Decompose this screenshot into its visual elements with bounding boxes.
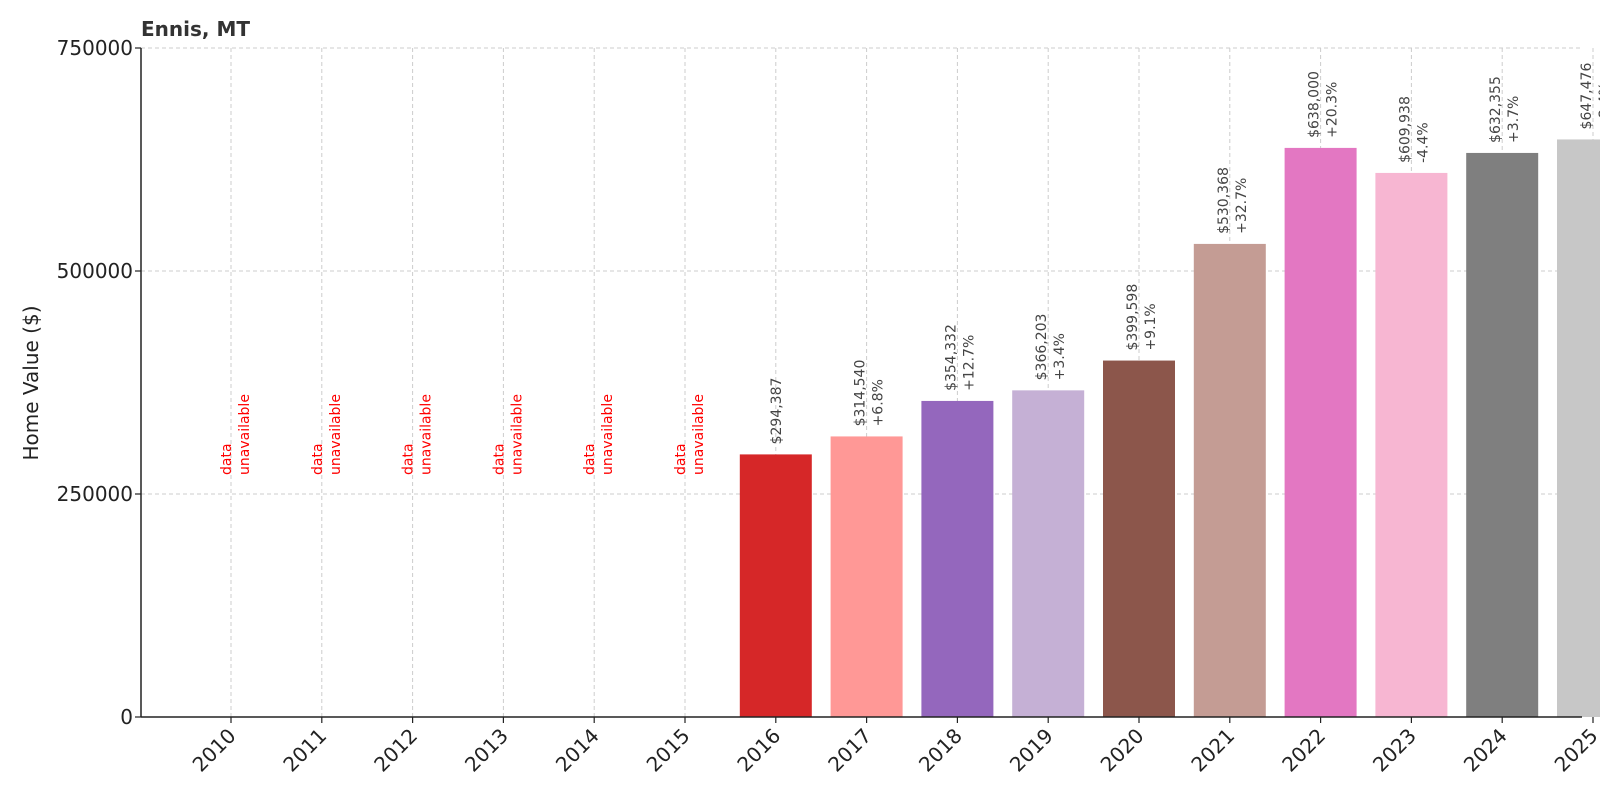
x-tick-label: 2019 [1005, 724, 1058, 777]
x-tick-label: 2012 [369, 724, 422, 777]
bar-2016 [739, 454, 812, 717]
x-tick-label: 2025 [1550, 724, 1600, 777]
y-tick-label: 750000 [57, 36, 133, 60]
x-tick-label: 2011 [278, 724, 331, 777]
bar-value-label: $647,476 +2.4% [1579, 63, 1600, 130]
chart-title: Ennis, MT [141, 17, 250, 41]
missing-data-line-2: unavailable [419, 394, 435, 475]
missing-data-line-1: data [491, 443, 507, 475]
missing-data-label: data unavailable [401, 394, 435, 475]
bar-change-text: +2.4% [1597, 82, 1600, 129]
labels-layer: data unavailable data unavailable data unavai… [219, 63, 1600, 475]
x-tick-label: 2024 [1459, 724, 1512, 777]
bar-value-label: $366,203 +3.4% [1034, 314, 1068, 381]
missing-data-line-1: data [310, 443, 326, 475]
bar-2023 [1375, 172, 1448, 717]
x-tick-label: 2010 [188, 724, 241, 777]
missing-data-label: data unavailable [582, 394, 616, 475]
x-tick-label: 2014 [551, 724, 604, 777]
bar-value-text: $399,598 [1125, 284, 1141, 351]
bar-2022 [1284, 147, 1357, 718]
missing-data-line-2: unavailable [691, 394, 707, 475]
bar-2017 [830, 436, 903, 717]
missing-data-line-2: unavailable [600, 394, 616, 475]
bar-change-text: +3.4% [1052, 333, 1068, 380]
bar-value-text: $530,368 [1216, 167, 1232, 234]
missing-data-line-2: unavailable [237, 394, 253, 475]
bar-value-text: $609,938 [1397, 96, 1413, 163]
y-tick-label: 0 [120, 705, 133, 729]
x-tick-label: 2018 [914, 724, 967, 777]
x-tick-label: 2015 [642, 724, 695, 777]
missing-data-line-1: data [673, 443, 689, 475]
bar-value-label: $530,368 +32.7% [1216, 167, 1250, 234]
bar-change-text: -4.4% [1415, 122, 1431, 163]
y-axis-label: Home Value ($) [19, 305, 43, 460]
bar-value-label: $294,387 [769, 378, 785, 445]
bar-value-text: $366,203 [1034, 314, 1050, 381]
bar-value-label: $609,938 -4.4% [1397, 96, 1431, 163]
bar-2020 [1103, 360, 1175, 717]
bar-2018 [921, 400, 994, 717]
x-tick-label: 2022 [1277, 724, 1330, 777]
x-tick-label: 2020 [1096, 724, 1149, 777]
bar-value-text: $647,476 [1579, 63, 1595, 130]
bar-change-text: +32.7% [1234, 178, 1250, 234]
missing-data-line-2: unavailable [509, 394, 525, 475]
x-tick-label: 2016 [732, 724, 785, 777]
axes-layer: 0 250000 500000 750000 2010 2011 2012 2013 2014 2… [57, 36, 1600, 777]
x-tick-label: 2021 [1186, 724, 1239, 777]
missing-data-line-1: data [401, 443, 417, 475]
bar-value-text: $354,332 [943, 324, 959, 391]
bar-value-label: $399,598 +9.1% [1125, 284, 1159, 351]
bar-2025 [1557, 139, 1600, 717]
x-tick-label: 2017 [823, 724, 876, 777]
bar-change-text: +3.7% [1506, 96, 1522, 143]
bars-layer [739, 139, 1600, 718]
bar-value-text: $314,540 [853, 360, 869, 427]
missing-data-line-2: unavailable [328, 394, 344, 475]
missing-data-label: data unavailable [491, 394, 525, 475]
bar-2019 [1012, 390, 1085, 717]
missing-data-label: data unavailable [219, 394, 253, 475]
bar-change-text: +6.8% [871, 379, 887, 426]
bar-change-text: +12.7% [961, 335, 977, 391]
bar-value-label: $354,332 +12.7% [943, 324, 977, 391]
y-tick-label: 250000 [57, 482, 133, 506]
bar-change-text: +20.3% [1325, 82, 1341, 138]
bar-value-label: $314,540 +6.8% [853, 360, 887, 427]
bar-value-label: $638,000 +20.3% [1307, 71, 1341, 138]
bar-value-text: $294,387 [769, 378, 785, 445]
bar-value-text: $638,000 [1307, 71, 1323, 138]
bar-2021 [1193, 243, 1266, 717]
x-tick-label: 2013 [460, 724, 513, 777]
y-tick-label: 500000 [57, 259, 133, 283]
bar-change-text: +9.1% [1143, 303, 1159, 350]
x-tick-label: 2023 [1368, 724, 1421, 777]
bar-value-text: $632,355 [1488, 76, 1504, 143]
bar-2024 [1466, 152, 1539, 718]
missing-data-label: data unavailable [310, 394, 344, 475]
missing-data-line-1: data [582, 443, 598, 475]
bar-value-label: $632,355 +3.7% [1488, 76, 1522, 143]
missing-data-label: data unavailable [673, 394, 707, 475]
missing-data-line-1: data [219, 443, 235, 475]
